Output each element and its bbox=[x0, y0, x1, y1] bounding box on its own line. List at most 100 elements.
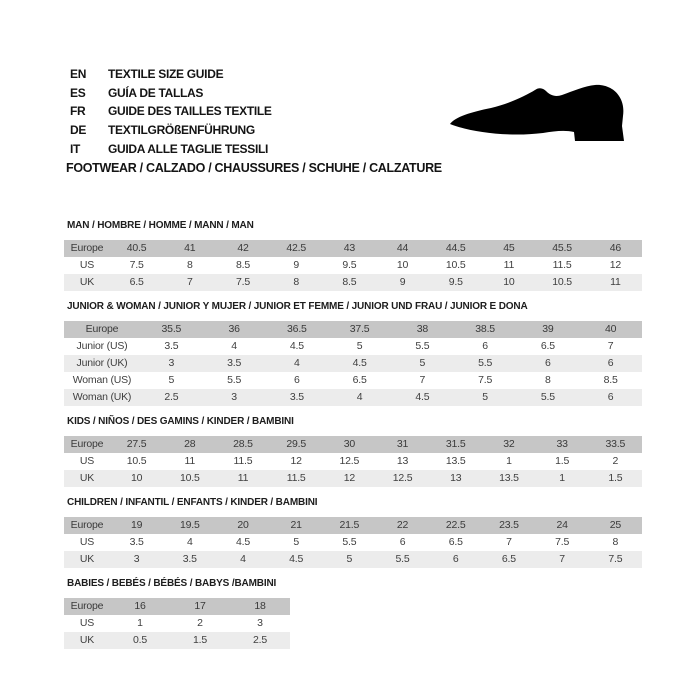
size-row: US 10.5 11 11.5 12 12.5 13 13.5 1 1.5 2 bbox=[64, 453, 642, 470]
language-label: TEXTILE SIZE GUIDE bbox=[108, 67, 224, 82]
size-table: Europe 19 19.5 20 21 21.5 22 22.5 23.5 24 25 US 3.5 4… bbox=[64, 517, 642, 568]
size-value: 45 bbox=[482, 240, 536, 257]
size-value: 3 bbox=[110, 551, 164, 568]
size-value: 19 bbox=[110, 517, 164, 534]
language-label: TEXTILGRÖßENFÜHRUNG bbox=[108, 123, 255, 138]
dress-shoe-icon bbox=[450, 84, 624, 141]
size-value: 3 bbox=[202, 389, 266, 406]
size-row: US 3.5 4 4.5 5 5.5 6 6.5 7 7.5 8 bbox=[64, 534, 642, 551]
size-value: 36.5 bbox=[265, 321, 329, 338]
size-table-section: BABIES / BEBÉS / BÉBÉS / BABYS /BAMBINI E… bbox=[64, 578, 664, 649]
size-value: 42.5 bbox=[269, 240, 323, 257]
size-value: 44.5 bbox=[429, 240, 483, 257]
size-row: Europe 40.5 41 42 42.5 43 44 44.5 45 45.5 46 bbox=[64, 240, 642, 257]
size-value: 35.5 bbox=[140, 321, 203, 338]
size-value: 4 bbox=[163, 534, 217, 551]
size-value: 44 bbox=[375, 240, 430, 257]
size-value: 39 bbox=[516, 321, 580, 338]
size-value: 31 bbox=[375, 436, 430, 453]
size-row: UK 10 10.5 11 11.5 12 12.5 13 13.5 1 1.5 bbox=[64, 470, 642, 487]
size-table: Europe 16 17 18 US 1 2 3 UK 0.5 1.5 2.5 bbox=[64, 598, 290, 649]
language-code: EN bbox=[70, 67, 87, 82]
size-value: 2 bbox=[588, 453, 642, 470]
size-value: 11.5 bbox=[535, 257, 589, 274]
size-value: 3.5 bbox=[110, 534, 164, 551]
size-table-title: CHILDREN / INFANTIL / ENFANTS / KINDER /… bbox=[67, 497, 318, 508]
size-value: 10 bbox=[482, 274, 536, 291]
language-row: ES GUÍA DE TALLAS bbox=[70, 84, 272, 103]
size-value: 7.5 bbox=[216, 274, 270, 291]
size-value: 1.5 bbox=[170, 632, 230, 649]
size-value: 45.5 bbox=[535, 240, 589, 257]
size-value: 7.5 bbox=[535, 534, 589, 551]
size-value: 7 bbox=[163, 274, 217, 291]
size-value: 27.5 bbox=[110, 436, 164, 453]
size-value: 6.5 bbox=[328, 372, 391, 389]
language-label: GUÍA DE TALLAS bbox=[108, 85, 204, 100]
size-row: Europe 19 19.5 20 21 21.5 22 22.5 23.5 24 25 bbox=[64, 517, 642, 534]
size-value: 6 bbox=[579, 355, 642, 372]
size-value: 1 bbox=[110, 615, 170, 632]
language-code: ES bbox=[70, 85, 86, 100]
size-value: 30 bbox=[322, 436, 376, 453]
size-row: US 7.5 8 8.5 9 9.5 10 10.5 11 11.5 12 bbox=[64, 257, 642, 274]
size-value: 38.5 bbox=[453, 321, 517, 338]
size-value: 5 bbox=[453, 389, 517, 406]
size-value: 0.5 bbox=[110, 632, 170, 649]
size-value: 10.5 bbox=[429, 257, 483, 274]
size-row: Junior (UK) 3 3.5 4 4.5 5 5.5 6 6 bbox=[64, 355, 642, 372]
size-tables: MAN / HOMBRE / HOMME / MANN / MAN Europe 4… bbox=[64, 220, 664, 659]
size-value: 7.5 bbox=[110, 257, 164, 274]
size-value: 4.5 bbox=[328, 355, 391, 372]
size-value: 11.5 bbox=[269, 470, 323, 487]
size-value: 10.5 bbox=[535, 274, 589, 291]
size-value: 3.5 bbox=[202, 355, 266, 372]
size-value: 19.5 bbox=[163, 517, 217, 534]
language-code: DE bbox=[70, 123, 87, 138]
size-row: Junior (US) 3.5 4 4.5 5 5.5 6 6.5 7 bbox=[64, 338, 642, 355]
size-value: 6.5 bbox=[429, 534, 483, 551]
region-label: UK bbox=[64, 470, 110, 487]
size-value: 2.5 bbox=[230, 632, 290, 649]
size-value: 43 bbox=[322, 240, 376, 257]
size-value: 3 bbox=[230, 615, 290, 632]
size-value: 6.5 bbox=[110, 274, 164, 291]
size-value: 3 bbox=[140, 355, 203, 372]
size-value: 46 bbox=[588, 240, 642, 257]
size-value: 32 bbox=[482, 436, 536, 453]
size-table-title: KIDS / NIÑOS / DES GAMINS / KINDER / BAM… bbox=[67, 416, 294, 427]
region-label: US bbox=[64, 453, 110, 470]
size-value: 41 bbox=[163, 240, 217, 257]
size-value: 1 bbox=[482, 453, 536, 470]
size-value: 8 bbox=[269, 274, 323, 291]
size-value: 10 bbox=[110, 470, 164, 487]
size-value: 24 bbox=[535, 517, 589, 534]
size-value: 5.5 bbox=[322, 534, 376, 551]
size-value: 20 bbox=[216, 517, 270, 534]
language-list: EN TEXTILE SIZE GUIDE ES GUÍA DE TALLAS FR GU… bbox=[70, 65, 272, 158]
size-value: 7.5 bbox=[453, 372, 517, 389]
size-value: 13 bbox=[429, 470, 483, 487]
size-table-title: BABIES / BEBÉS / BÉBÉS / BABYS /BAMBINI bbox=[67, 578, 277, 589]
size-value: 6 bbox=[265, 372, 329, 389]
region-label: Europe bbox=[64, 517, 110, 534]
size-row: UK 3 3.5 4 4.5 5 5.5 6 6.5 7 7.5 bbox=[64, 551, 642, 568]
size-value: 3.5 bbox=[163, 551, 217, 568]
region-label: Europe bbox=[64, 436, 110, 453]
size-table: Europe 35.5 36 36.5 37.5 38 38.5 39 40 Junior (US… bbox=[64, 321, 642, 406]
size-value: 37.5 bbox=[328, 321, 391, 338]
region-label: Woman (US) bbox=[64, 372, 140, 389]
size-value: 5.5 bbox=[202, 372, 266, 389]
size-value: 8 bbox=[516, 372, 580, 389]
region-label: Europe bbox=[64, 598, 110, 615]
size-value: 11.5 bbox=[216, 453, 270, 470]
language-code: IT bbox=[70, 141, 81, 156]
size-value: 22 bbox=[375, 517, 430, 534]
size-value: 11 bbox=[216, 470, 270, 487]
size-row: Woman (US) 5 5.5 6 6.5 7 7.5 8 8.5 bbox=[64, 372, 642, 389]
size-value: 5 bbox=[269, 534, 323, 551]
category-heading: FOOTWEAR / CALZADO / CHAUSSURES / SCHUHE… bbox=[66, 161, 442, 175]
size-row: Europe 16 17 18 bbox=[64, 598, 290, 615]
size-value: 31.5 bbox=[429, 436, 483, 453]
region-label: US bbox=[64, 615, 110, 632]
